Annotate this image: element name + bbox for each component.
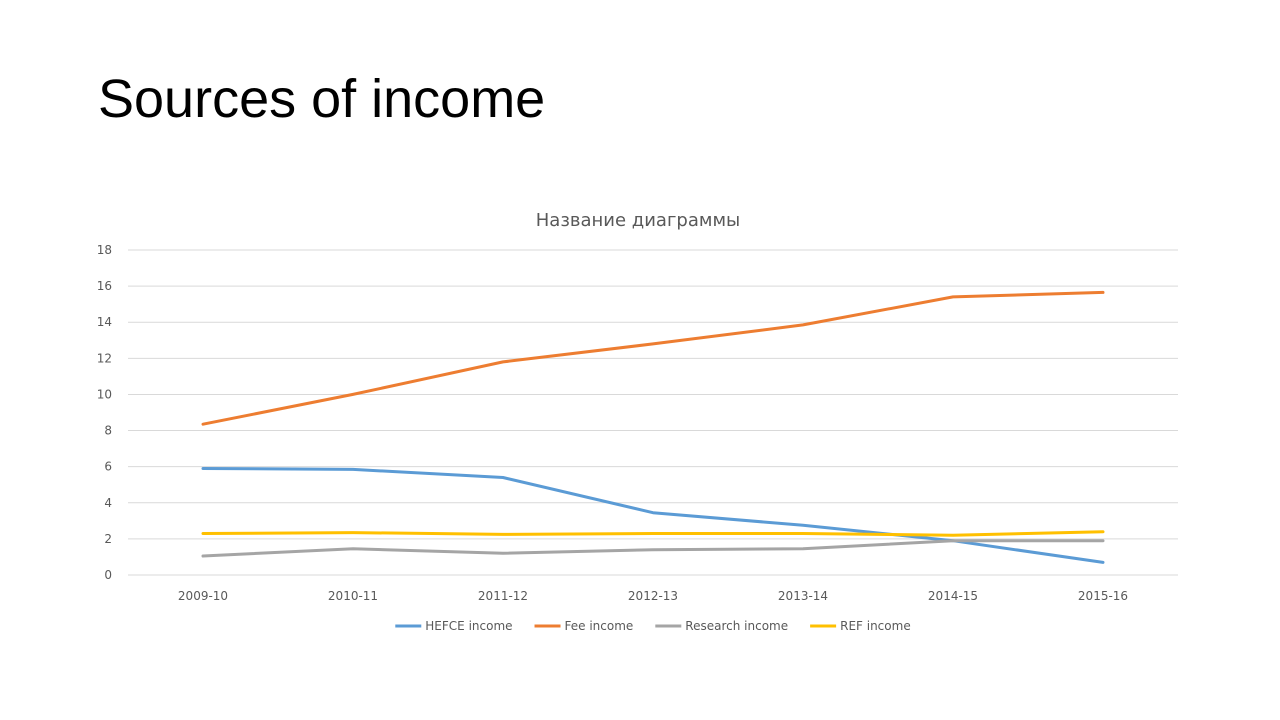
legend-item: HEFCE income (395, 619, 513, 633)
x-tick-label: 2014-15 (928, 589, 978, 603)
legend: HEFCE income Fee income Research income REF… (395, 619, 911, 633)
y-tick-label: 12 (97, 351, 112, 365)
y-tick-label: 18 (97, 243, 112, 257)
series-line-fee-income (201, 290, 1105, 426)
y-tick-label: 14 (97, 315, 112, 329)
y-tick-label: 0 (104, 568, 112, 582)
y-tick-label: 6 (104, 460, 112, 474)
y-tick-label: 2 (104, 532, 112, 546)
legend-item: Research income (655, 619, 788, 633)
legend-label: REF income (840, 619, 911, 633)
series-line-research-income (201, 539, 1105, 558)
y-tick-label: 10 (97, 387, 112, 401)
x-tick-label: 2012-13 (628, 589, 678, 603)
x-axis-ticks: 2009-10 2010-11 2011-12 2012-13 2013-14 2014-… (178, 589, 1128, 603)
legend-label: HEFCE income (425, 619, 512, 633)
series-lines (201, 290, 1105, 564)
legend-item: REF income (810, 619, 911, 633)
y-tick-label: 4 (104, 496, 112, 510)
gridlines (128, 249, 1178, 576)
legend-label: Fee income (565, 619, 634, 633)
x-tick-label: 2011-12 (478, 589, 528, 603)
y-tick-label: 16 (97, 279, 112, 293)
x-tick-label: 2015-16 (1078, 589, 1128, 603)
series-line-ref-income (201, 530, 1105, 537)
x-tick-label: 2013-14 (778, 589, 828, 603)
legend-item: Fee income (534, 619, 634, 633)
y-axis-ticks: 0 2 4 6 8 10 12 14 16 18 (97, 243, 112, 582)
chart-title: Название диаграммы (536, 210, 741, 231)
slide-title: Sources of income (98, 69, 546, 129)
x-tick-label: 2010-11 (328, 589, 378, 603)
legend-label: Research income (685, 619, 788, 633)
x-tick-label: 2009-10 (178, 589, 228, 603)
y-tick-label: 8 (104, 424, 112, 438)
